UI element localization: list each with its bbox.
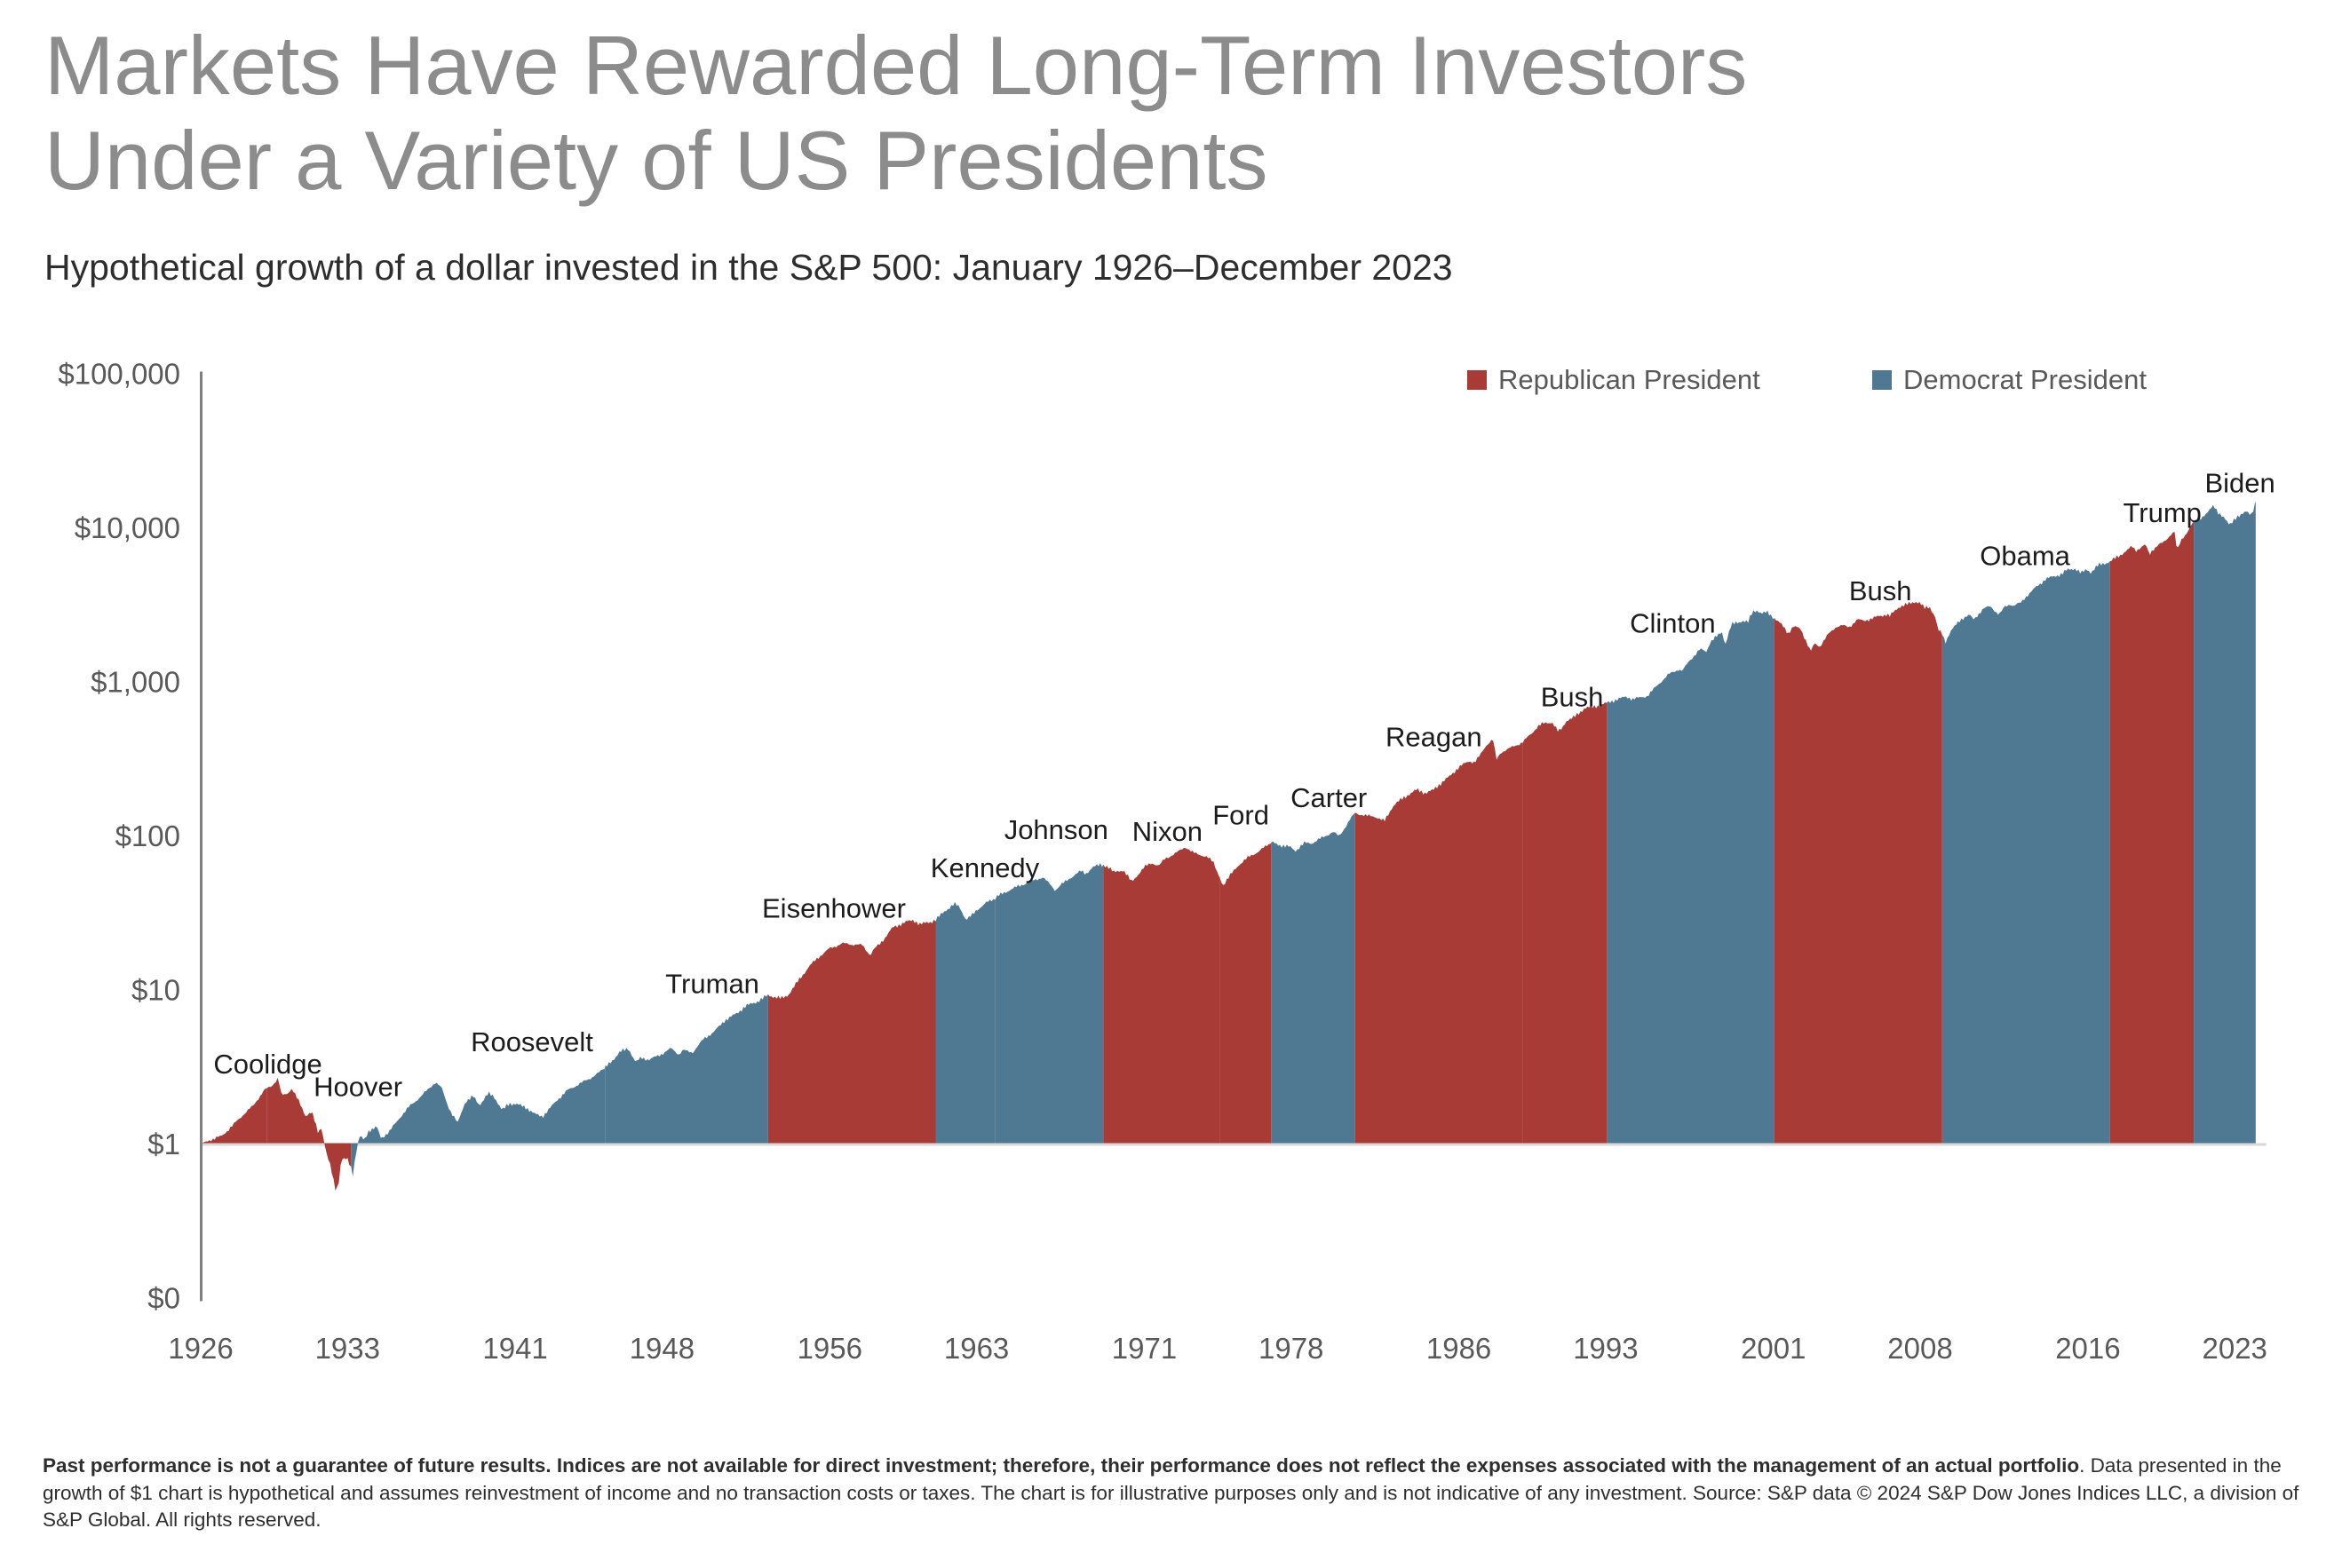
x-tick-label-2016: 2016 xyxy=(2055,1332,2120,1365)
area-segment-obama-14 xyxy=(1941,561,2110,1144)
chart-subtitle: Hypothetical growth of a dollar invested… xyxy=(44,247,1453,288)
one-dollar-baseline xyxy=(201,1143,2267,1146)
disclaimer-footnote: Past performance is not a guarantee of f… xyxy=(43,1453,2322,1534)
y-tick-label-100: $100 xyxy=(115,820,180,852)
y-tick-label-10000: $10,000 xyxy=(75,511,180,544)
legend-republican: Republican President xyxy=(1467,364,1760,395)
president-label-trump-15: Trump xyxy=(2123,497,2201,528)
x-tick-label-1963: 1963 xyxy=(944,1332,1009,1365)
area-segment-trump-15 xyxy=(2109,521,2195,1144)
footnote-bold-text: Past performance is not a guarantee of f… xyxy=(43,1454,2080,1477)
president-label-eisenhower-4: Eisenhower xyxy=(762,892,906,923)
x-tick-label-2023: 2023 xyxy=(2202,1332,2267,1365)
area-segment-johnson-6 xyxy=(995,863,1104,1144)
x-tick-label-2008: 2008 xyxy=(1887,1332,1952,1365)
president-label-kennedy-5: Kennedy xyxy=(931,852,1040,883)
president-label-ford-8: Ford xyxy=(1212,799,1269,830)
x-tick-label-2001: 2001 xyxy=(1741,1332,1806,1365)
x-tick-label-1971: 1971 xyxy=(1112,1332,1177,1365)
x-tick-label-1978: 1978 xyxy=(1258,1332,1323,1365)
area-segment-biden-16 xyxy=(2194,502,2256,1144)
president-label-bush-11: Bush xyxy=(1541,681,1604,712)
y-axis-line xyxy=(200,371,202,1302)
x-tick-label-1993: 1993 xyxy=(1573,1332,1638,1365)
president-label-bush-13: Bush xyxy=(1849,575,1912,606)
area-segment-clinton-12 xyxy=(1607,610,1774,1144)
area-segment-truman-3 xyxy=(605,994,768,1144)
y-tick-label-10: $10 xyxy=(131,974,180,1007)
y-tick-label-0: $0 xyxy=(147,1282,180,1315)
president-label-obama-14: Obama xyxy=(1980,540,2070,571)
president-label-clinton-12: Clinton xyxy=(1630,608,1716,639)
president-label-reagan-10: Reagan xyxy=(1385,721,1482,752)
democrat-swatch-icon xyxy=(1872,370,1892,390)
president-label-truman-3: Truman xyxy=(665,968,759,999)
president-label-hoover-1: Hoover xyxy=(314,1072,402,1103)
y-tick-label-1000: $1,000 xyxy=(91,666,180,699)
president-label-roosevelt-2: Roosevelt xyxy=(471,1026,593,1057)
page-title-line2: Under a Variety of US Presidents xyxy=(44,114,1268,207)
area-segment-carter-9 xyxy=(1271,812,1355,1144)
page-title: Markets Have Rewarded Long-Term Investor… xyxy=(44,18,1747,208)
y-tick-label-100000: $100,000 xyxy=(58,358,180,391)
x-tick-label-1956: 1956 xyxy=(798,1332,862,1365)
x-tick-label-1941: 1941 xyxy=(482,1332,547,1365)
x-tick-label-1926: 1926 xyxy=(168,1332,233,1365)
area-segment-kennedy-5 xyxy=(935,899,996,1144)
president-label-biden-16: Biden xyxy=(2204,468,2275,499)
page-title-line1: Markets Have Rewarded Long-Term Investor… xyxy=(44,19,1748,112)
area-segment-hoover-1 xyxy=(266,1077,352,1191)
president-label-nixon-7: Nixon xyxy=(1132,816,1203,847)
president-label-coolidge-0: Coolidge xyxy=(213,1049,322,1080)
footnote-regular-text: . Data presented in the growth of $1 cha… xyxy=(43,1454,2299,1531)
x-tick-label-1933: 1933 xyxy=(315,1332,380,1365)
x-tick-label-1948: 1948 xyxy=(630,1332,695,1365)
area-segment-nixon-7 xyxy=(1103,848,1220,1144)
area-segment-reagan-10 xyxy=(1354,740,1523,1144)
x-tick-label-1986: 1986 xyxy=(1426,1332,1491,1365)
legend-democrat-label: Democrat President xyxy=(1903,364,2147,395)
area-segment-bush-11 xyxy=(1522,702,1608,1144)
legend-republican-label: Republican President xyxy=(1498,364,1760,395)
area-segment-coolidge-0 xyxy=(201,1088,267,1144)
area-segment-eisenhower-4 xyxy=(767,919,936,1144)
y-tick-label-1: $1 xyxy=(147,1128,180,1160)
president-label-carter-9: Carter xyxy=(1290,782,1367,813)
area-segment-bush-13 xyxy=(1774,601,1942,1144)
area-segment-roosevelt-2 xyxy=(351,1065,606,1177)
area-segment-ford-8 xyxy=(1219,842,1272,1144)
president-label-johnson-6: Johnson xyxy=(1004,814,1108,845)
republican-swatch-icon xyxy=(1467,370,1487,390)
legend-democrat: Democrat President xyxy=(1872,364,2147,395)
